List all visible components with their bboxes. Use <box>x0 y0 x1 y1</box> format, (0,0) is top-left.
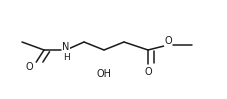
Text: N: N <box>62 42 69 52</box>
Text: O: O <box>25 62 33 72</box>
Text: O: O <box>143 67 151 77</box>
Text: O: O <box>163 36 171 46</box>
Text: OH: OH <box>96 69 111 79</box>
Text: H: H <box>62 52 69 61</box>
